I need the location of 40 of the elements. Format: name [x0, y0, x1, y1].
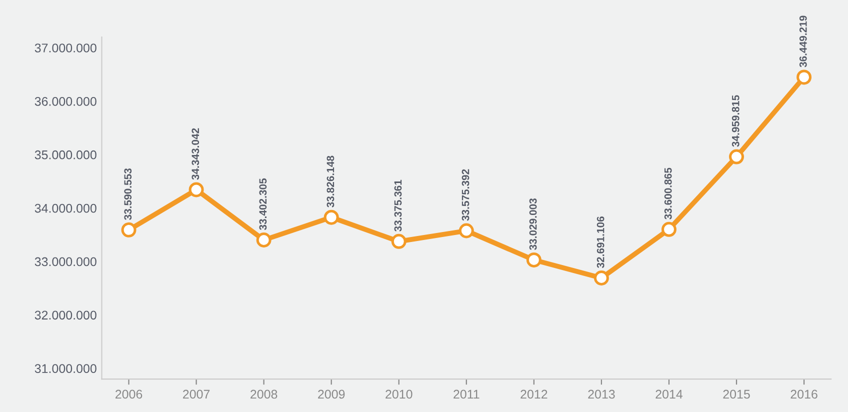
y-tick-label: 33.000.000 — [34, 257, 96, 266]
data-label: 34.959.815 — [732, 95, 740, 147]
data-label: 33.402.305 — [259, 178, 267, 230]
point — [458, 223, 474, 238]
point — [594, 270, 609, 286]
data-label: 33.575.392 — [462, 169, 470, 221]
point — [256, 232, 272, 248]
point — [391, 234, 406, 249]
data-label: 33.590.553 — [124, 168, 132, 220]
point — [121, 222, 136, 238]
data-label: 33.375.361 — [394, 180, 402, 232]
data-label: 33.600.865 — [664, 168, 672, 220]
x-tick-label: 2007 — [183, 390, 210, 399]
x-tick-label: 2015 — [723, 390, 750, 399]
point — [324, 210, 339, 225]
point — [188, 182, 204, 198]
point — [661, 222, 676, 237]
data-label: 36.449.219 — [799, 16, 807, 68]
y-tick-label: 35.000.000 — [34, 150, 96, 160]
data-label: 34.343.042 — [192, 128, 200, 180]
data-label: 32.691.106 — [596, 216, 604, 268]
y-tick-label: 31.000.000 — [34, 364, 96, 374]
y-tick-label: 36.000.000 — [34, 97, 96, 106]
x-tick-label: 2011 — [454, 390, 480, 399]
x-tick-label: 2010 — [386, 390, 412, 399]
x-tick-label: 2013 — [588, 390, 615, 399]
point — [796, 70, 812, 85]
x-tick-label: 2012 — [520, 390, 548, 399]
x-tick-label: 2006 — [115, 390, 142, 399]
point — [526, 252, 542, 268]
x-tick-label: 2008 — [250, 390, 278, 399]
point — [729, 149, 744, 164]
data-label: 33.029.003 — [529, 198, 537, 250]
data-label: 33.826.148 — [326, 156, 334, 208]
y-tick-label: 32.000.000 — [34, 310, 96, 320]
x-tick-label: 2009 — [318, 390, 345, 399]
x-tick-label: 2014 — [656, 390, 683, 399]
x-tick-label: 2016 — [790, 390, 818, 399]
y-tick-label: 37.000.000 — [34, 44, 96, 52]
y-tick-label: 34.000.000 — [34, 204, 96, 213]
